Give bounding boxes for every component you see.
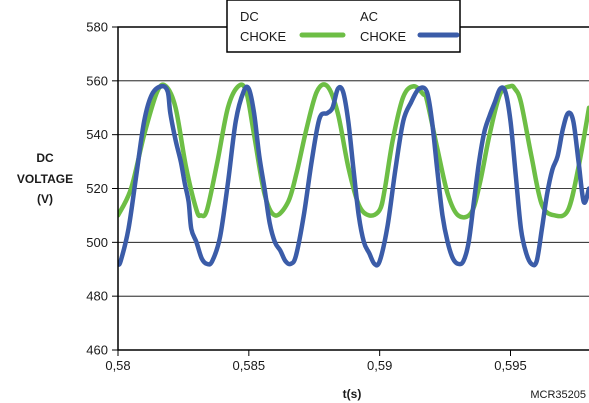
figure-code: MCR35205 xyxy=(530,389,586,401)
legend-label-1-line-1: CHOKE xyxy=(360,29,407,44)
legend: DC CHOKE AC CHOKE xyxy=(226,0,461,53)
y-tick-label-5: 560 xyxy=(86,73,108,88)
axis-ticks: 460 480 500 520 540 560 580 0,58 0,585 0,59 0,595 xyxy=(86,20,526,374)
y-axis-title-line-3: (V) xyxy=(37,192,53,206)
x-tick-label-2: 0,59 xyxy=(367,358,392,373)
y-tick-label-3: 520 xyxy=(86,181,108,196)
x-axis-title: t(s) xyxy=(343,387,362,401)
x-tick-label-3: 0,595 xyxy=(494,358,527,373)
legend-label-1-line-0: AC xyxy=(360,9,378,24)
y-axis-title-line-2: VOLTAGE xyxy=(17,172,73,186)
y-tick-label-4: 540 xyxy=(86,127,108,142)
y-tick-label-1: 480 xyxy=(86,289,108,304)
legend-label-0-line-1: CHOKE xyxy=(240,29,287,44)
x-tick-label-1: 0,585 xyxy=(233,358,266,373)
y-axis-title-line-1: DC xyxy=(36,151,54,165)
x-tick-label-0: 0,58 xyxy=(105,358,130,373)
legend-label-0-line-0: DC xyxy=(240,9,259,24)
series-lines xyxy=(118,82,589,268)
series-line-1 xyxy=(118,83,589,268)
legend-box xyxy=(226,0,461,53)
y-tick-label-2: 500 xyxy=(86,235,108,250)
y-tick-label-6: 580 xyxy=(86,20,108,35)
y-tick-label-0: 460 xyxy=(86,343,108,358)
